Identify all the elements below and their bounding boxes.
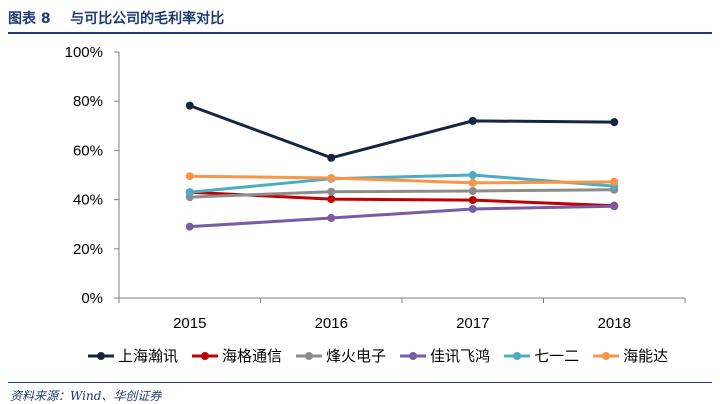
figure-title: 图表 8 与可比公司的毛利率对比 bbox=[8, 11, 225, 27]
x-tick-label: 2018 bbox=[598, 315, 631, 332]
data-point bbox=[468, 204, 477, 213]
y-tick-label: 100% bbox=[65, 44, 103, 61]
series-line bbox=[189, 204, 615, 229]
legend-label: 上海瀚讯 bbox=[118, 347, 178, 365]
figure-footer: 资料来源：Wind、华创证券 bbox=[8, 382, 712, 403]
data-point bbox=[468, 116, 477, 125]
legend-label: 七一二 bbox=[534, 347, 579, 365]
legend-label: 烽火电子 bbox=[326, 347, 386, 365]
data-point bbox=[185, 172, 194, 181]
chart-legend: 上海瀚讯 海格通信 烽火电子 佳讯飞鸿 七一二 海能达 bbox=[88, 347, 668, 365]
legend-item: 海格通信 bbox=[192, 347, 282, 365]
legend-item: 海能达 bbox=[593, 347, 668, 365]
data-point bbox=[610, 118, 619, 127]
series-6 bbox=[185, 172, 619, 187]
series-line bbox=[189, 174, 615, 185]
legend-swatch-marker bbox=[513, 352, 522, 360]
legend-swatch-marker bbox=[305, 352, 314, 360]
data-point bbox=[468, 196, 477, 205]
y-tick-label: 80% bbox=[73, 93, 103, 110]
source-note: 资料来源：Wind、华创证券 bbox=[10, 389, 162, 403]
data-point bbox=[610, 177, 619, 186]
series-line bbox=[189, 173, 615, 194]
data-point bbox=[610, 202, 619, 211]
data-point bbox=[327, 214, 336, 223]
series-4 bbox=[185, 202, 619, 231]
x-tick-label: 2017 bbox=[456, 315, 489, 332]
data-point bbox=[468, 186, 477, 195]
data-point bbox=[468, 171, 477, 179]
y-tick-label: 20% bbox=[73, 241, 103, 258]
data-point bbox=[185, 188, 194, 197]
legend-item: 七一二 bbox=[504, 347, 579, 365]
legend-label: 海格通信 bbox=[222, 347, 282, 365]
legend-item: 佳讯飞鸿 bbox=[400, 347, 490, 365]
y-tick-label: 40% bbox=[73, 192, 103, 209]
y-tick-label: 0% bbox=[81, 290, 103, 307]
figure-header: 图表 8 与可比公司的毛利率对比 bbox=[8, 6, 712, 34]
legend-label: 佳讯飞鸿 bbox=[430, 347, 490, 365]
chart-series-lines bbox=[185, 101, 619, 231]
series-1 bbox=[185, 101, 619, 162]
x-tick-label: 2016 bbox=[315, 315, 348, 332]
chart-axes: 0% 20% 40% 60% 80% 100% 2015 2016 2017 2018 bbox=[65, 44, 686, 332]
y-tick-label: 60% bbox=[73, 142, 103, 159]
data-point bbox=[327, 195, 336, 204]
legend-item: 烽火电子 bbox=[296, 347, 386, 365]
x-tick-label: 2015 bbox=[173, 315, 206, 332]
legend-swatch-marker bbox=[201, 352, 210, 360]
legend-item: 上海瀚讯 bbox=[88, 347, 178, 365]
data-point bbox=[185, 222, 194, 231]
data-point bbox=[327, 187, 336, 196]
data-point bbox=[185, 101, 194, 110]
legend-swatch-marker bbox=[409, 352, 418, 360]
line-chart: 0% 20% 40% 60% 80% 100% 2015 2016 2017 2018 上海瀚讯 海… bbox=[65, 44, 686, 365]
data-point bbox=[468, 178, 477, 187]
legend-swatch-marker bbox=[602, 352, 611, 360]
series-line bbox=[189, 188, 615, 199]
legend-label: 海能达 bbox=[623, 347, 668, 365]
data-point bbox=[327, 173, 336, 182]
series-line bbox=[189, 104, 615, 160]
legend-swatch-marker bbox=[97, 352, 105, 360]
data-point bbox=[327, 153, 336, 162]
